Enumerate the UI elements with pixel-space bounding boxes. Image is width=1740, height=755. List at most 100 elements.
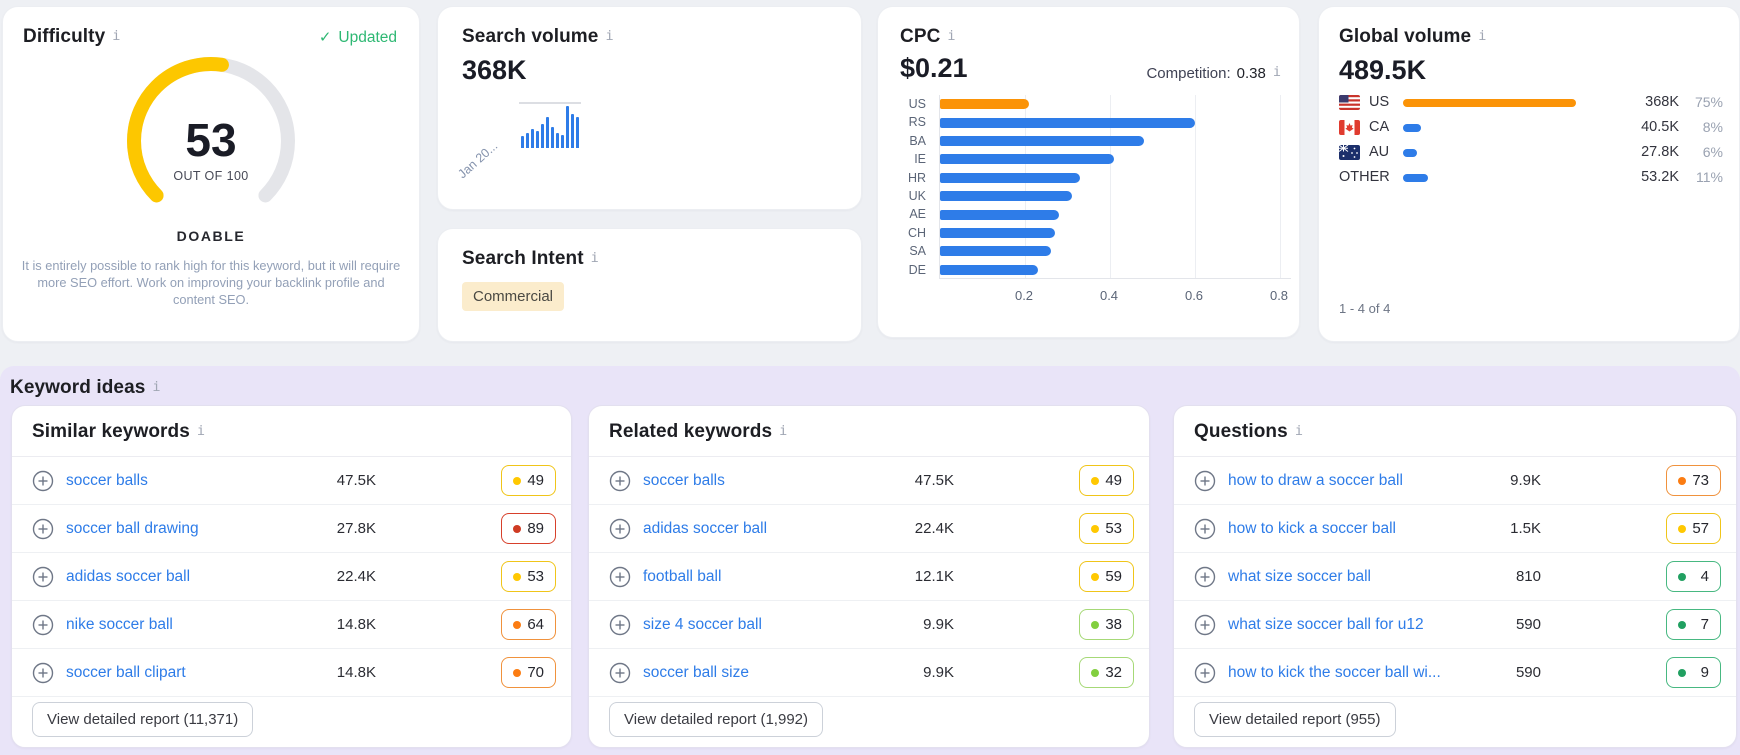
add-keyword-icon[interactable] (1194, 662, 1216, 684)
keyword-row: soccer balls 47.5K 49 (12, 457, 571, 505)
kd-dot-icon (1678, 524, 1686, 533)
keyword-volume: 9.9K (923, 664, 954, 681)
kd-dot-icon (1678, 572, 1686, 581)
keyword-row: soccer ball drawing 27.8K 89 (12, 505, 571, 553)
keyword-volume: 12.1K (914, 568, 954, 585)
cpc-bar-sa (940, 246, 1051, 257)
keyword-volume: 14.8K (336, 616, 376, 633)
info-icon[interactable]: i (1272, 64, 1281, 80)
keyword-ideas-header: Keyword ideas i (10, 377, 161, 399)
country-percent: 8% (1702, 119, 1723, 135)
keyword-volume: 590 (1515, 664, 1541, 681)
add-keyword-icon[interactable] (609, 662, 631, 684)
view-detailed-report-button[interactable]: View detailed report (1,992) (609, 702, 823, 737)
keyword-link[interactable]: football ball (643, 567, 722, 585)
keyword-link[interactable]: soccer ball size (643, 663, 749, 681)
keyword-row: what size soccer ball for u12 590 7 (1174, 601, 1736, 649)
kd-dot-icon (513, 572, 521, 581)
cpc-bar-us (940, 99, 1030, 110)
cpc-label: BA (909, 133, 926, 148)
x-tick: 0.8 (1269, 288, 1289, 303)
keyword-link[interactable]: nike soccer ball (66, 615, 173, 633)
country-volume: 53.2K (1641, 169, 1679, 185)
updated-label: Updated (338, 29, 397, 46)
keyword-link[interactable]: what size soccer ball for u12 (1228, 615, 1424, 633)
cpc-label: IE (914, 152, 926, 167)
keyword-volume: 14.8K (336, 664, 376, 681)
kd-badge: 49 (501, 465, 556, 496)
kd-dot-icon (1091, 476, 1099, 485)
search-volume-trend-chart (519, 102, 581, 148)
info-icon[interactable]: i (779, 423, 788, 439)
keyword-link[interactable]: soccer balls (66, 471, 148, 489)
check-icon: ✓ (318, 29, 332, 46)
gridline (1195, 95, 1196, 278)
keyword-row: soccer ball size 9.9K 32 (589, 649, 1149, 697)
info-icon[interactable]: i (1478, 28, 1487, 44)
keyword-link[interactable]: adidas soccer ball (66, 567, 191, 585)
add-keyword-icon[interactable] (609, 614, 631, 636)
info-icon[interactable]: i (947, 28, 956, 44)
related-keywords-title: Related keywords (609, 421, 773, 442)
difficulty-title: Difficulty (23, 26, 106, 47)
kd-dot-icon (1091, 524, 1099, 533)
kd-dot-icon (513, 620, 521, 629)
keyword-link[interactable]: what size soccer ball (1228, 567, 1372, 585)
country-code: CA (1369, 119, 1390, 135)
kd-badge: 7 (1666, 609, 1721, 640)
add-keyword-icon[interactable] (32, 566, 54, 588)
info-icon[interactable]: i (605, 28, 614, 44)
cpc-bar-de (940, 264, 1038, 275)
keyword-row: size 4 soccer ball 9.9K 38 (589, 601, 1149, 649)
add-keyword-icon[interactable] (609, 566, 631, 588)
gauge-arc (127, 57, 295, 203)
x-tick: 0.6 (1184, 288, 1204, 303)
kd-badge: 38 (1079, 609, 1134, 640)
country-row: OTHER 53.2K 11% (1339, 166, 1723, 191)
info-icon[interactable]: i (112, 28, 121, 44)
add-keyword-icon[interactable] (1194, 566, 1216, 588)
difficulty-score: 53 (185, 114, 237, 166)
kd-badge: 53 (1079, 513, 1134, 544)
info-icon[interactable]: i (1294, 423, 1303, 439)
add-keyword-icon[interactable] (32, 662, 54, 684)
keyword-link[interactable]: adidas soccer ball (643, 519, 768, 537)
keyword-link[interactable]: how to kick the soccer ball wi... (1228, 663, 1441, 681)
keyword-link[interactable]: how to draw a soccer ball (1228, 471, 1403, 489)
questions-title: Questions (1194, 421, 1288, 442)
keyword-link[interactable]: soccer ball drawing (66, 519, 199, 537)
add-keyword-icon[interactable] (609, 518, 631, 540)
difficulty-header: Difficulty i (23, 26, 120, 48)
competition-label: Competition: (1146, 65, 1231, 82)
keyword-row: what size soccer ball 810 4 (1174, 553, 1736, 601)
cpc-label: UK (908, 188, 926, 203)
add-keyword-icon[interactable] (32, 470, 54, 492)
related-keywords-card: Related keywords i soccer balls 47.5K 49 … (588, 405, 1150, 748)
add-keyword-icon[interactable] (1194, 518, 1216, 540)
add-keyword-icon[interactable] (32, 614, 54, 636)
keyword-row: soccer balls 47.5K 49 (589, 457, 1149, 505)
cpc-bar-ch (940, 227, 1055, 238)
add-keyword-icon[interactable] (32, 518, 54, 540)
info-icon[interactable]: i (590, 250, 599, 266)
keyword-link[interactable]: size 4 soccer ball (643, 615, 762, 633)
country-percent: 6% (1702, 144, 1723, 160)
info-icon[interactable]: i (196, 423, 206, 439)
view-detailed-report-button[interactable]: View detailed report (11,371) (32, 702, 254, 737)
keyword-volume: 47.5K (336, 472, 376, 489)
add-keyword-icon[interactable] (609, 470, 631, 492)
cpc-value: $0.21 (900, 53, 968, 83)
add-keyword-icon[interactable] (1194, 614, 1216, 636)
cpc-label: CH (907, 225, 926, 240)
keyword-volume: 1.5K (1510, 520, 1541, 537)
keyword-volume: 590 (1515, 616, 1541, 633)
keyword-link[interactable]: soccer ball clipart (66, 663, 186, 681)
cpc-title: CPC (900, 26, 941, 47)
info-icon[interactable]: i (152, 379, 161, 395)
view-detailed-report-button[interactable]: View detailed report (955) (1194, 702, 1396, 737)
keyword-link[interactable]: soccer balls (643, 471, 725, 489)
keyword-volume: 22.4K (914, 520, 954, 537)
add-keyword-icon[interactable] (1194, 470, 1216, 492)
keyword-volume: 22.4K (336, 568, 376, 585)
keyword-link[interactable]: how to kick a soccer ball (1228, 519, 1396, 537)
